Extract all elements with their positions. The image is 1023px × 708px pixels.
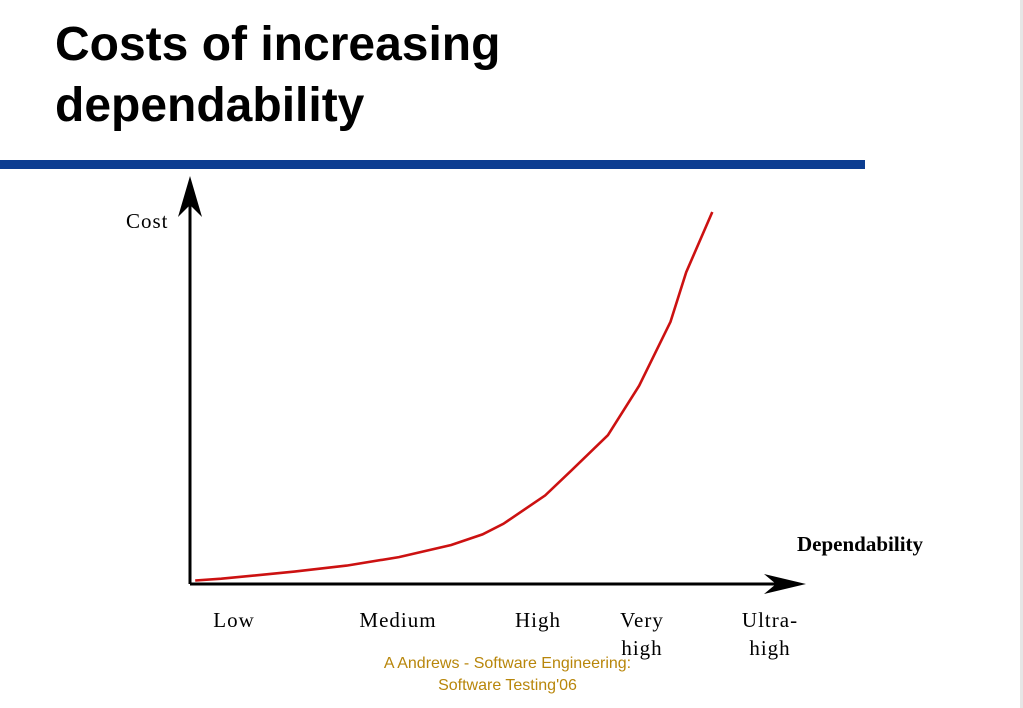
cost-curve-line: [195, 211, 714, 582]
x-tick-label-line: Very: [620, 608, 664, 632]
slide-title-line-1: Costs of increasing: [55, 18, 501, 71]
x-tick-label-line: high: [621, 636, 662, 660]
x-tick-label: Low: [213, 608, 255, 632]
x-tick-label-line: Low: [213, 608, 255, 632]
chart-axes: [178, 176, 806, 594]
x-tick-label: Medium: [359, 608, 436, 632]
y-axis-arrowhead: [178, 176, 202, 217]
slide-right-edge: [1020, 0, 1023, 708]
x-axis-arrowhead: [764, 574, 806, 594]
slide-footer: A Andrews - Software Engineering: Softwa…: [340, 653, 675, 697]
x-tick-label: Ultra-high: [742, 608, 798, 660]
x-tick-label-line: High: [515, 608, 561, 632]
x-tick-label: Very high: [620, 608, 664, 660]
footer-line-1: A Andrews - Software Engineering:: [383, 655, 632, 672]
y-axis-label: Cost: [126, 209, 169, 233]
slide-title: Costs of increasing dependability: [55, 14, 755, 136]
x-tick-label-line: high: [749, 636, 790, 660]
footer-line-2: Software Testing'06: [438, 677, 577, 694]
x-tick-label-line: Ultra-: [742, 608, 798, 632]
slide-title-line-2: dependability: [55, 79, 365, 132]
title-divider-rule: [0, 160, 865, 169]
x-tick-label-line: Medium: [359, 608, 436, 632]
x-axis-label: Dependability: [797, 532, 924, 556]
x-tick-label: High: [515, 608, 561, 632]
